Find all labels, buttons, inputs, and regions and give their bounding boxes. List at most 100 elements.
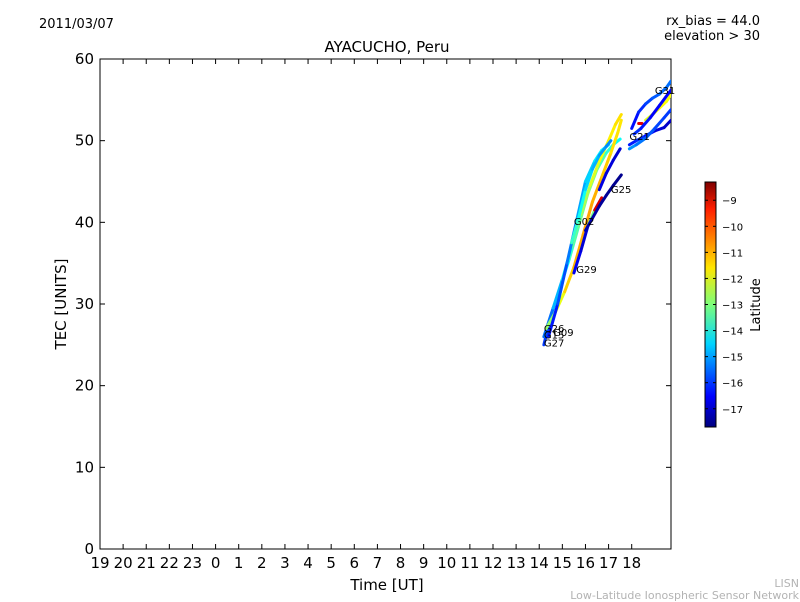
x-tick-label: 11	[460, 554, 479, 572]
satellite-label-g26: G26	[544, 324, 564, 335]
rx-bias-label: rx_bias = 44.0	[666, 14, 760, 29]
trace-g31	[630, 110, 641, 130]
satellite-label-g29: G29	[576, 265, 596, 276]
trace-g31	[648, 104, 661, 120]
satellite-label-g25: G25	[611, 185, 631, 196]
trace-g21	[634, 136, 648, 147]
y-tick-label: 50	[75, 132, 94, 150]
trace-g02	[583, 167, 594, 192]
trace-g26	[607, 122, 618, 143]
trace-g25	[604, 158, 615, 175]
trace-g21	[662, 108, 671, 120]
y-tick-label: 10	[75, 458, 94, 476]
trace-g26	[579, 184, 592, 216]
trace-g21	[644, 126, 657, 140]
x-axis: 19 20 21 22 23 0 1 2 3 4 5 6 7 8 9 10 11 12 13 14 15 16 17 18	[90, 59, 641, 572]
x-tick-label: 6	[350, 554, 360, 572]
trace-g31	[664, 79, 671, 90]
trace-g15	[590, 175, 604, 204]
x-tick-label: 5	[326, 554, 336, 572]
trace-g02	[597, 144, 608, 157]
x-axis-label: Time [UT]	[349, 576, 423, 594]
satellite-label-g09: G09	[553, 328, 573, 339]
colorbar-tick-label: −14	[722, 327, 743, 338]
trace-g21	[634, 134, 648, 143]
trace-g02	[604, 139, 613, 148]
trace-g25	[611, 173, 623, 188]
trace-g02	[577, 188, 587, 220]
satellite-label-g21: G21	[629, 132, 649, 143]
x-tick-label: 2	[257, 554, 267, 572]
x-tick-label: 7	[373, 554, 383, 572]
satellite-label-g31: G31	[655, 86, 675, 97]
date-label: 2011/03/07	[39, 17, 114, 32]
trace-g31	[639, 116, 652, 130]
x-tick-label: 15	[553, 554, 572, 572]
y-tick-label: 40	[75, 213, 94, 231]
x-tick-label: 4	[303, 554, 313, 572]
colorbar-tick-label: −9	[722, 196, 737, 207]
footer-network: Low-Latitude Ionospheric Sensor Network	[570, 589, 799, 602]
satellite-label-g15: G15	[544, 330, 564, 341]
satellite-label-g27: G27	[544, 338, 564, 349]
x-tick-label: 9	[419, 554, 429, 572]
colorbar-tick-label: −15	[722, 353, 743, 364]
satellite-label-g02: G02	[574, 217, 594, 228]
plot-frame	[99, 58, 672, 550]
x-tick-label: 23	[183, 554, 202, 572]
trace-g25	[604, 184, 615, 197]
y-tick-label: 20	[75, 377, 94, 395]
x-tick-label: 19	[90, 554, 109, 572]
trace-g25	[597, 171, 608, 192]
x-tick-label: 14	[530, 554, 549, 572]
series-group	[542, 79, 671, 347]
x-tick-label: 8	[396, 554, 406, 572]
elevation-label: elevation > 30	[664, 29, 760, 44]
trace-g31	[657, 99, 668, 110]
trace-g31	[657, 86, 668, 96]
colorbar-tick-label: −10	[722, 222, 743, 233]
y-axis: 0 10 20 30 40 50 60	[75, 50, 671, 558]
x-tick-label: 13	[507, 554, 526, 572]
trace-g31	[664, 93, 671, 103]
y-axis-label: TEC [UNITS]	[52, 259, 70, 351]
trace-g26	[614, 113, 623, 126]
x-tick-label: 17	[599, 554, 618, 572]
x-tick-label: 10	[437, 554, 456, 572]
trace-g29	[572, 249, 583, 275]
trace-g02	[570, 216, 581, 245]
colorbar-tick-label: −11	[722, 248, 743, 259]
chart-title: AYACUCHO, Peru	[324, 38, 449, 56]
colorbar-tick-label: −17	[722, 405, 743, 416]
y-tick-label: 60	[75, 50, 94, 68]
trace-g25	[611, 147, 622, 162]
trace-g09	[546, 302, 560, 339]
x-tick-label: 21	[137, 554, 156, 572]
trace-g31	[657, 88, 671, 108]
trace-g25	[597, 193, 608, 208]
trace-g15	[609, 131, 620, 155]
trace-g31	[637, 102, 648, 114]
x-tick-label: 3	[280, 554, 290, 572]
trace-g29	[593, 196, 604, 212]
trace-g15	[572, 233, 585, 269]
x-tick-label: 20	[114, 554, 133, 572]
trace-g21	[653, 126, 666, 133]
colorbar-label: Latitude	[749, 278, 764, 332]
colorbar-tick-label: −16	[722, 379, 743, 390]
footer-lisn: LISN	[774, 577, 799, 590]
trace-g21	[653, 116, 666, 130]
trace-g09	[556, 261, 569, 306]
x-tick-label: 16	[576, 554, 595, 572]
colorbar-tick-label: −13	[722, 301, 743, 312]
trace-g15	[616, 118, 623, 134]
trace-g15	[600, 151, 613, 179]
y-tick-label: 0	[84, 540, 94, 558]
trace-g25	[590, 204, 601, 220]
y-tick-label: 30	[75, 295, 94, 313]
colorbar-tick-label: −12	[722, 274, 743, 285]
trace-g15	[563, 265, 576, 294]
trace-g25	[583, 216, 594, 232]
